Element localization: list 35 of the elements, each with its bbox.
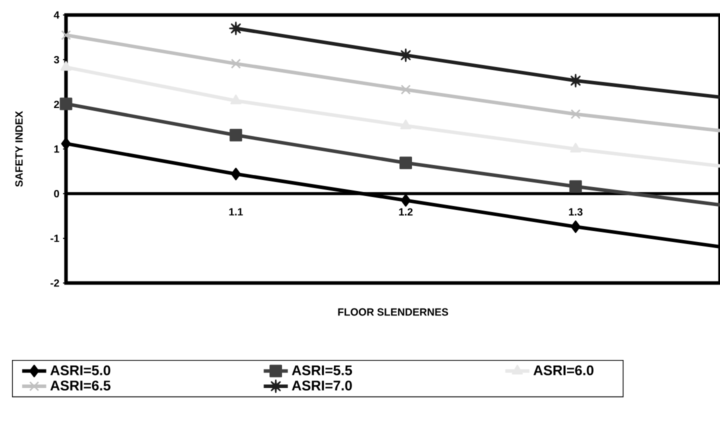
legend-label: ASRI=7.0 xyxy=(292,380,352,390)
point xyxy=(61,30,71,40)
y-tick-label: 0 xyxy=(54,190,60,198)
point xyxy=(230,128,242,142)
point xyxy=(60,61,72,71)
point xyxy=(568,74,582,88)
y-tick-label: 1 xyxy=(54,145,60,153)
y-tick-label: -2 xyxy=(50,279,60,287)
point xyxy=(230,58,241,69)
legend-label: ASRI=5.0 xyxy=(50,365,110,376)
y-tick-label: -1 xyxy=(50,234,60,242)
point xyxy=(398,48,412,62)
point xyxy=(570,220,580,233)
point xyxy=(230,94,242,104)
legend-label: ASRI=6.5 xyxy=(50,380,110,390)
point xyxy=(400,84,411,95)
point xyxy=(60,98,72,110)
point xyxy=(570,142,582,152)
point xyxy=(570,109,581,120)
legend-label: ASRI=6.0 xyxy=(533,365,594,376)
legend-label: ASRI=5.5 xyxy=(292,365,352,376)
point xyxy=(569,180,582,193)
x-tick-label: 1.2 xyxy=(399,208,413,216)
y-axis-title: SAFETY INDEX xyxy=(15,111,23,187)
point xyxy=(229,22,243,36)
y-tick-label: 3 xyxy=(54,56,60,64)
point xyxy=(230,168,241,180)
y-tick-label: 4 xyxy=(54,11,60,19)
x-tick-label: 1.1 xyxy=(229,208,243,216)
point xyxy=(399,156,412,170)
y-tick-label: 2 xyxy=(54,100,60,108)
point xyxy=(400,120,412,130)
point xyxy=(400,194,411,207)
x-axis-title: FLOOR SLENDERNES xyxy=(338,308,448,316)
x-tick-label: 1.3 xyxy=(569,208,583,216)
